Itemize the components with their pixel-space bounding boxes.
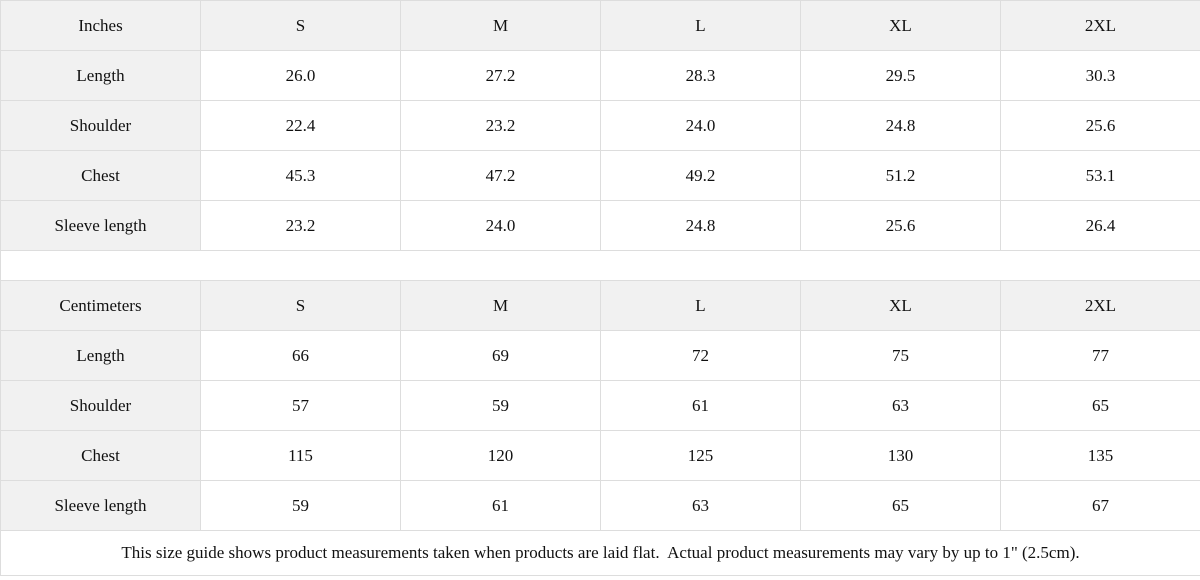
row-label-chest: Chest <box>0 430 201 481</box>
size-header-m: M <box>400 0 601 51</box>
row-label-chest: Chest <box>0 150 201 201</box>
value-cell: 61 <box>600 380 801 431</box>
row-label-sleeve-length: Sleeve length <box>0 200 201 251</box>
footnote-text: This size guide shows product measuremen… <box>0 530 1200 576</box>
size-header-l: L <box>600 0 801 51</box>
value-cell: 59 <box>200 480 401 531</box>
value-cell: 66 <box>200 330 401 381</box>
value-cell: 120 <box>400 430 601 481</box>
value-cell: 65 <box>1000 380 1200 431</box>
size-header-xl: XL <box>800 280 1001 331</box>
size-header-s: S <box>200 280 401 331</box>
value-cell: 135 <box>1000 430 1200 481</box>
value-cell: 47.2 <box>400 150 601 201</box>
table-row: Sleeve length 23.2 24.0 24.8 25.6 26.4 <box>0 200 1200 251</box>
value-cell: 59 <box>400 380 601 431</box>
table-row: Length 26.0 27.2 28.3 29.5 30.3 <box>0 50 1200 101</box>
value-cell: 26.4 <box>1000 200 1200 251</box>
spacer-row <box>0 250 1200 281</box>
value-cell: 45.3 <box>200 150 401 201</box>
size-header-xl: XL <box>800 0 1001 51</box>
inches-header-row: Inches S M L XL 2XL <box>0 0 1200 51</box>
value-cell: 25.6 <box>1000 100 1200 151</box>
size-header-s: S <box>200 0 401 51</box>
value-cell: 30.3 <box>1000 50 1200 101</box>
inches-section: Inches S M L XL 2XL Length 26.0 27.2 28.… <box>0 0 1200 281</box>
table-row: Shoulder 57 59 61 63 65 <box>0 380 1200 431</box>
value-cell: 24.0 <box>400 200 601 251</box>
centimeters-header-row: Centimeters S M L XL 2XL <box>0 280 1200 331</box>
value-cell: 69 <box>400 330 601 381</box>
size-header-2xl: 2XL <box>1000 280 1200 331</box>
value-cell: 28.3 <box>600 50 801 101</box>
value-cell: 29.5 <box>800 50 1001 101</box>
value-cell: 51.2 <box>800 150 1001 201</box>
value-cell: 63 <box>800 380 1001 431</box>
row-label-length: Length <box>0 50 201 101</box>
table-row: Length 66 69 72 75 77 <box>0 330 1200 381</box>
value-cell: 130 <box>800 430 1001 481</box>
value-cell: 24.8 <box>600 200 801 251</box>
table-row: Sleeve length 59 61 63 65 67 <box>0 480 1200 531</box>
value-cell: 61 <box>400 480 601 531</box>
value-cell: 25.6 <box>800 200 1001 251</box>
value-cell: 63 <box>600 480 801 531</box>
row-label-shoulder: Shoulder <box>0 380 201 431</box>
size-header-l: L <box>600 280 801 331</box>
value-cell: 77 <box>1000 330 1200 381</box>
value-cell: 75 <box>800 330 1001 381</box>
value-cell: 49.2 <box>600 150 801 201</box>
value-cell: 26.0 <box>200 50 401 101</box>
value-cell: 24.8 <box>800 100 1001 151</box>
table-row: Shoulder 22.4 23.2 24.0 24.8 25.6 <box>0 100 1200 151</box>
value-cell: 125 <box>600 430 801 481</box>
size-header-m: M <box>400 280 601 331</box>
value-cell: 115 <box>200 430 401 481</box>
row-label-shoulder: Shoulder <box>0 100 201 151</box>
value-cell: 67 <box>1000 480 1200 531</box>
value-cell: 23.2 <box>400 100 601 151</box>
value-cell: 72 <box>600 330 801 381</box>
spacer-cell <box>0 250 1200 281</box>
value-cell: 24.0 <box>600 100 801 151</box>
footnote-row: This size guide shows product measuremen… <box>0 530 1200 576</box>
value-cell: 23.2 <box>200 200 401 251</box>
row-label-sleeve-length: Sleeve length <box>0 480 201 531</box>
value-cell: 27.2 <box>400 50 601 101</box>
table-row: Chest 45.3 47.2 49.2 51.2 53.1 <box>0 150 1200 201</box>
table-row: Chest 115 120 125 130 135 <box>0 430 1200 481</box>
value-cell: 22.4 <box>200 100 401 151</box>
row-label-length: Length <box>0 330 201 381</box>
centimeters-section: Centimeters S M L XL 2XL Length 66 69 72… <box>0 280 1200 576</box>
inches-unit-header: Inches <box>0 0 201 51</box>
value-cell: 53.1 <box>1000 150 1200 201</box>
size-header-2xl: 2XL <box>1000 0 1200 51</box>
centimeters-unit-header: Centimeters <box>0 280 201 331</box>
value-cell: 57 <box>200 380 401 431</box>
value-cell: 65 <box>800 480 1001 531</box>
